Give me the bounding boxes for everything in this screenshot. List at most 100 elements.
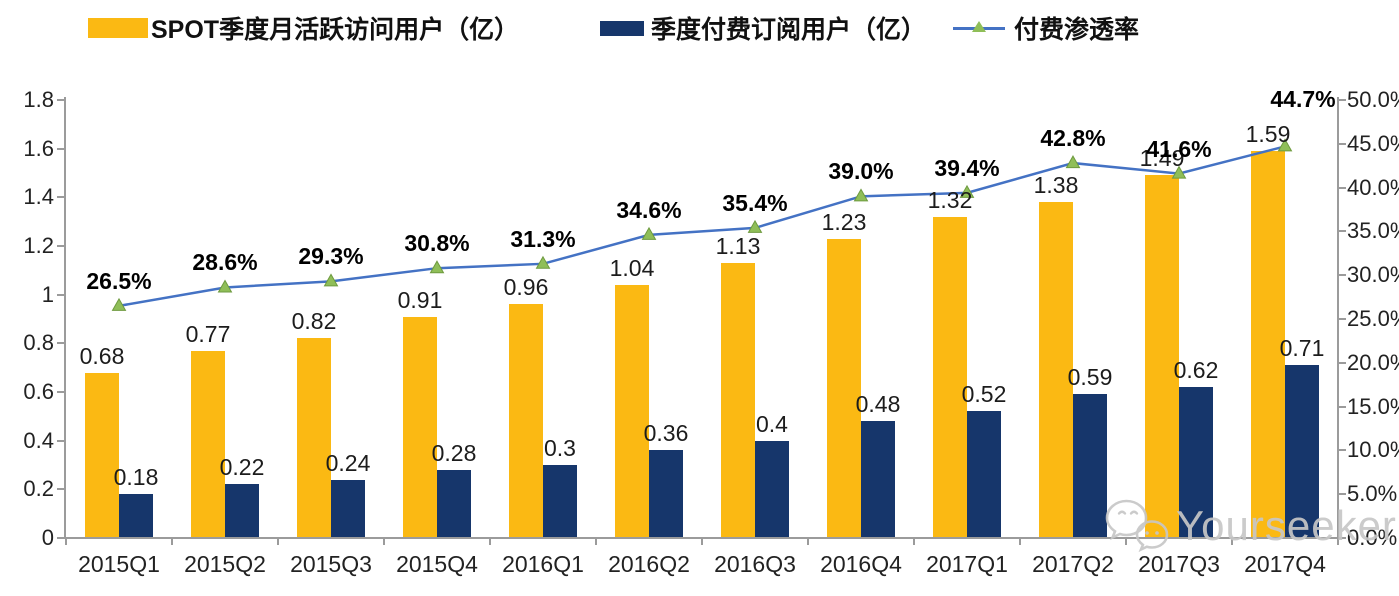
subscriber-value-label: 0.36 <box>643 420 689 447</box>
right-axis-tick-label: 10.0% <box>1347 437 1399 463</box>
mau-bar <box>1039 202 1073 538</box>
right-axis-tick-label: 45.0% <box>1347 130 1399 156</box>
watermark: Yourseeker <box>1104 496 1397 556</box>
mau-value-label: 0.91 <box>397 286 443 313</box>
subscriber-value-label: 0.24 <box>325 449 371 476</box>
left-axis-tick <box>57 342 65 345</box>
x-axis-category-label: 2016Q3 <box>714 551 796 577</box>
left-axis-line <box>64 97 66 539</box>
right-axis-tick-label: 0.0% <box>1347 525 1398 550</box>
left-axis-tick <box>57 99 65 101</box>
right-axis-tick-label: 5.0% <box>1347 481 1398 507</box>
wechat-icon <box>1105 499 1169 553</box>
mau-bar <box>827 238 861 538</box>
right-axis-tick <box>1338 405 1346 408</box>
legend-item-mau: SPOT季度月活跃访问用户（亿） <box>88 12 519 44</box>
x-axis-category-label: 2015Q2 <box>184 551 266 577</box>
mau-bar <box>297 338 331 538</box>
mau-bar <box>933 216 967 538</box>
left-axis-tick-label: 1.4 <box>23 184 54 210</box>
mau-bar <box>191 350 225 538</box>
x-axis-tick <box>171 538 173 545</box>
right-axis-tick <box>1338 361 1346 364</box>
left-axis-tick-label: 0.6 <box>23 379 54 404</box>
right-axis-tick <box>1338 449 1346 452</box>
subscriber-bar <box>967 411 1001 538</box>
subscriber-bar <box>225 484 259 538</box>
left-axis-tick <box>57 245 65 247</box>
x-axis-category-label: 2015Q4 <box>396 551 478 577</box>
mau-bar <box>403 316 437 538</box>
mau-value-label: 1.49 <box>1139 145 1185 172</box>
subscriber-value-label: 0.4 <box>756 410 788 437</box>
left-axis-tick <box>57 147 65 150</box>
right-axis-tick-label: 40.0% <box>1347 174 1399 200</box>
mau-value-label: 1.13 <box>715 233 761 260</box>
left-axis-tick <box>57 196 65 199</box>
x-axis-tick <box>489 538 491 545</box>
mau-bar <box>1145 175 1179 538</box>
x-axis-category-label: 2017Q2 <box>1032 551 1114 577</box>
subscriber-bar <box>1179 387 1213 538</box>
x-axis-category-label: 2017Q4 <box>1244 551 1326 577</box>
penetration-value-label: 31.3% <box>510 225 576 252</box>
subscriber-value-label: 0.59 <box>1067 364 1113 391</box>
left-axis-tick <box>57 488 65 491</box>
subscriber-value-label: 0.18 <box>113 464 159 491</box>
right-axis-tick <box>1338 318 1346 320</box>
subscriber-value-label: 0.28 <box>431 439 477 466</box>
mau-bar <box>721 263 755 538</box>
x-axis-category-label: 2015Q3 <box>290 551 372 577</box>
right-axis-tick <box>1338 274 1346 277</box>
legend-label-mau: SPOT季度月活跃访问用户（亿） <box>151 16 520 44</box>
subscriber-bar <box>649 450 683 538</box>
penetration-value-label: 29.3% <box>298 243 364 270</box>
left-axis-tick-label: 0.8 <box>23 330 54 356</box>
x-axis-category-label: 2015Q1 <box>78 551 160 577</box>
mau-bar <box>1251 151 1285 538</box>
penetration-value-label: 39.4% <box>934 154 1000 181</box>
right-axis-tick <box>1338 537 1346 539</box>
mau-value-label: 1.04 <box>609 254 655 281</box>
mau-value-label: 1.59 <box>1245 121 1291 148</box>
x-axis-tick <box>65 538 67 545</box>
left-axis-tick-label: 1.2 <box>23 233 54 258</box>
right-axis-tick <box>1338 230 1346 233</box>
legend-label-subscribers: 季度付费订阅用户（亿） <box>651 16 927 44</box>
subscriber-value-label: 0.62 <box>1173 357 1219 384</box>
right-axis-tick <box>1338 99 1346 101</box>
x-axis-tick <box>807 538 809 545</box>
x-axis-category-label: 2017Q3 <box>1138 551 1220 577</box>
left-axis-tick-label: 1.8 <box>23 87 54 112</box>
x-axis-tick <box>701 538 703 545</box>
subscriber-bar <box>1073 394 1107 538</box>
legend-item-subscribers: 季度付费订阅用户（亿） <box>600 12 926 44</box>
legend-label-penetration: 付费渗透率 <box>1014 16 1140 44</box>
left-axis-tick <box>57 391 65 393</box>
mau-value-label: 0.77 <box>185 320 231 347</box>
subscriber-bar <box>331 479 365 538</box>
left-axis-tick-label: 0 <box>41 525 54 550</box>
subscriber-value-label: 0.48 <box>855 391 901 418</box>
x-axis-tick <box>913 538 915 545</box>
subscriber-bar <box>119 494 153 538</box>
subscriber-bar <box>755 440 789 538</box>
x-axis-tick <box>1231 538 1233 545</box>
subscriber-bar <box>437 469 471 538</box>
mau-bar <box>85 372 119 538</box>
right-axis-tick-label: 25.0% <box>1347 306 1399 331</box>
x-axis-tick <box>595 538 597 545</box>
right-axis-tick <box>1338 142 1346 145</box>
subscriber-value-label: 0.71 <box>1279 335 1325 362</box>
penetration-value-label: 30.8% <box>404 230 470 257</box>
x-axis-tick <box>277 538 279 545</box>
penetration-value-label: 28.6% <box>192 249 258 276</box>
subscriber-value-label: 0.3 <box>544 435 576 461</box>
mau-value-label: 1.32 <box>927 186 973 213</box>
subscriber-bar <box>861 421 895 538</box>
right-axis-tick <box>1338 493 1346 496</box>
left-axis-tick <box>57 293 65 296</box>
left-axis-tick-label: 0.2 <box>23 476 54 502</box>
